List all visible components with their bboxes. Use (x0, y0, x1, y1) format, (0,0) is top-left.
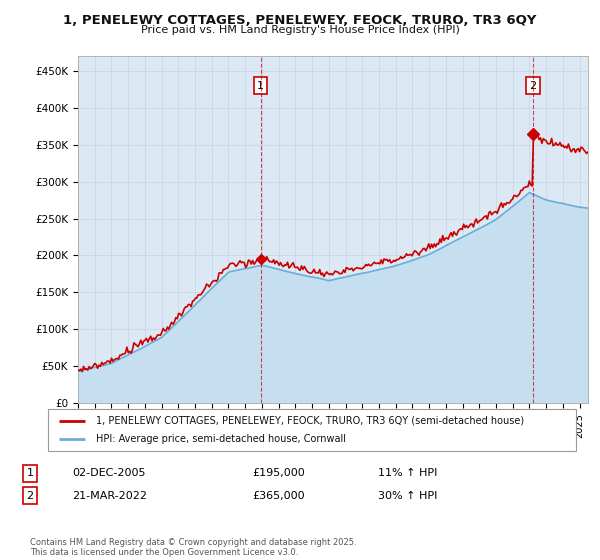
Text: 02-DEC-2005: 02-DEC-2005 (72, 468, 146, 478)
FancyBboxPatch shape (48, 409, 576, 451)
Text: Contains HM Land Registry data © Crown copyright and database right 2025.
This d: Contains HM Land Registry data © Crown c… (30, 538, 356, 557)
Text: HPI: Average price, semi-detached house, Cornwall: HPI: Average price, semi-detached house,… (95, 434, 346, 444)
Text: 1, PENELEWY COTTAGES, PENELEWEY, FEOCK, TRURO, TR3 6QY: 1, PENELEWY COTTAGES, PENELEWEY, FEOCK, … (64, 14, 536, 27)
Text: £365,000: £365,000 (252, 491, 305, 501)
Text: Price paid vs. HM Land Registry's House Price Index (HPI): Price paid vs. HM Land Registry's House … (140, 25, 460, 35)
Text: 2: 2 (26, 491, 34, 501)
Text: 11% ↑ HPI: 11% ↑ HPI (378, 468, 437, 478)
Text: 2: 2 (530, 81, 537, 91)
Text: 1, PENELEWY COTTAGES, PENELEWEY, FEOCK, TRURO, TR3 6QY (semi-detached house): 1, PENELEWY COTTAGES, PENELEWEY, FEOCK, … (95, 416, 524, 426)
Text: 1: 1 (26, 468, 34, 478)
Text: 1: 1 (257, 81, 264, 91)
Text: 30% ↑ HPI: 30% ↑ HPI (378, 491, 437, 501)
Text: 21-MAR-2022: 21-MAR-2022 (72, 491, 147, 501)
Text: £195,000: £195,000 (252, 468, 305, 478)
